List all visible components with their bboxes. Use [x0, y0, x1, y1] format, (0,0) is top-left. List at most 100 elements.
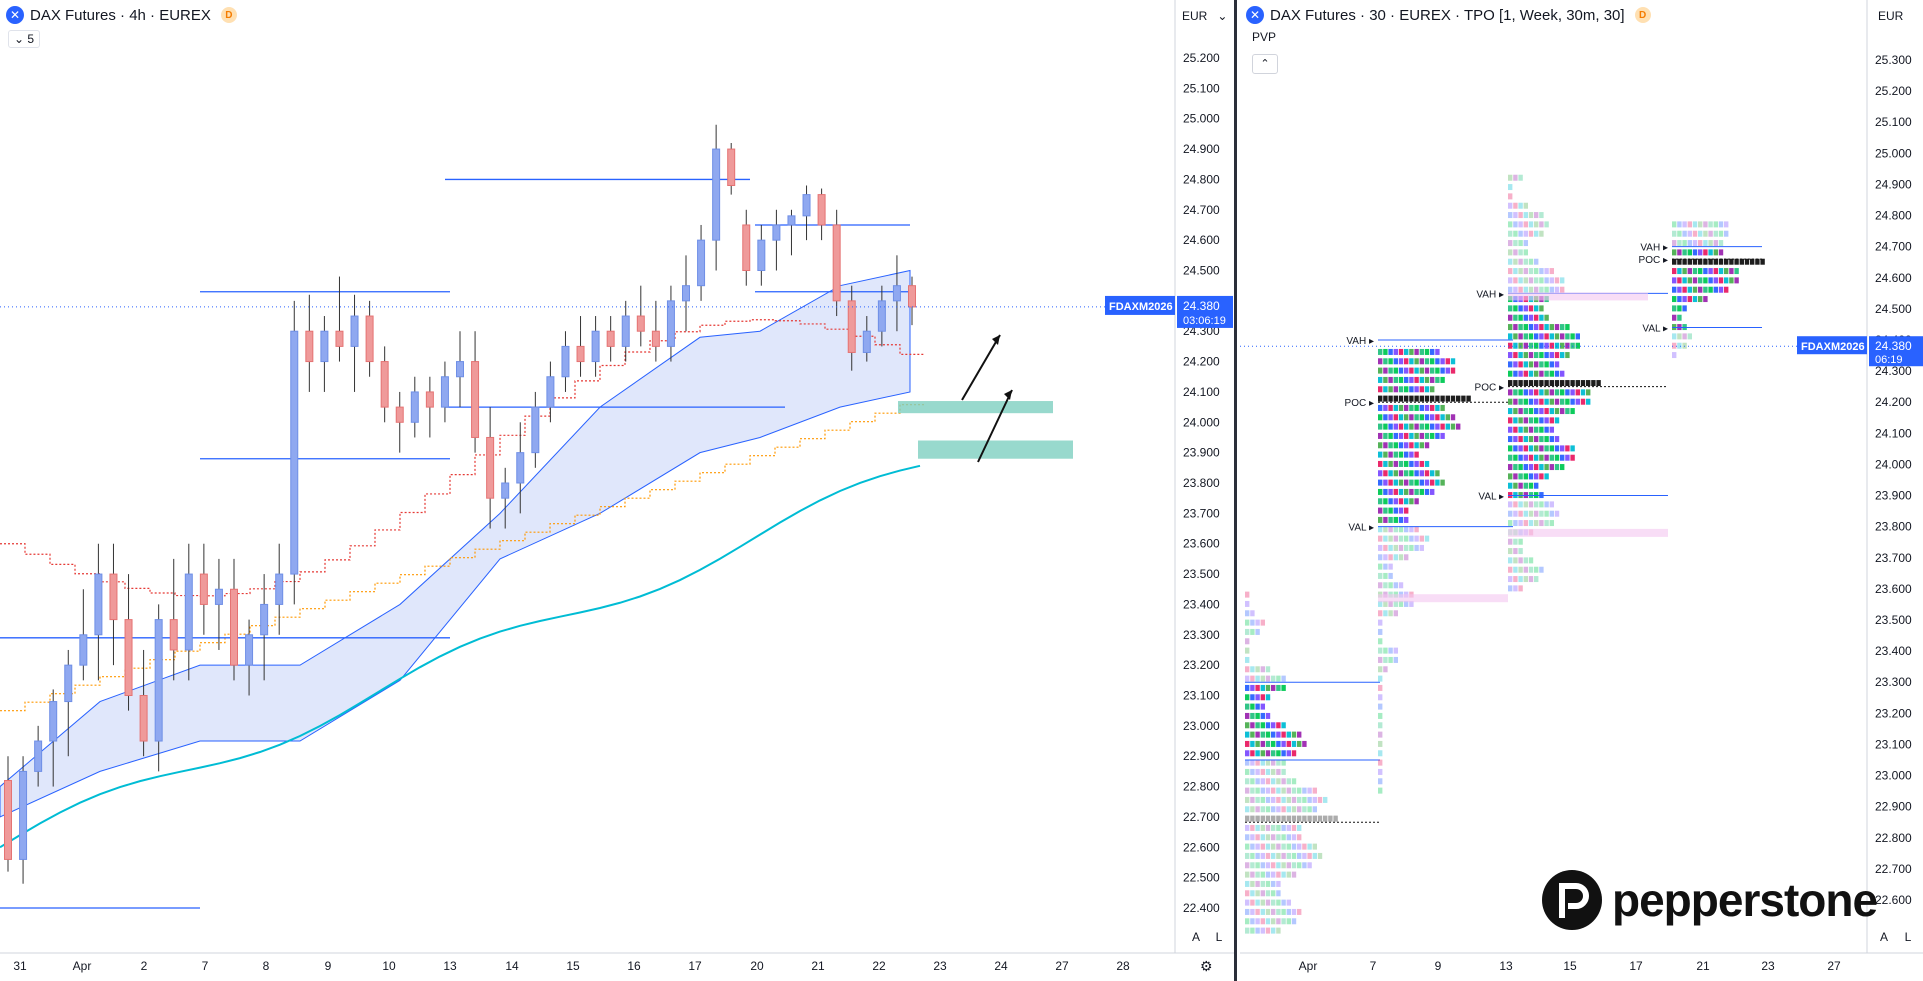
- tpo-block: [1708, 277, 1713, 284]
- tpo-block: [1682, 333, 1687, 340]
- indicator-toggle-button[interactable]: ⌄ 5: [8, 30, 41, 48]
- tpo-block: [1409, 498, 1414, 505]
- tpo-block: [1255, 908, 1260, 915]
- tpo-block: [1508, 221, 1513, 228]
- candle-body: [561, 345, 570, 378]
- tpo-block: [1307, 815, 1312, 822]
- tpo-block: [1404, 432, 1409, 439]
- tpo-block: [1554, 445, 1560, 452]
- tpo-block: [1245, 675, 1250, 682]
- tpo-block: [1383, 386, 1388, 393]
- tpo-block: [1260, 796, 1265, 803]
- tpo-block: [1414, 535, 1419, 542]
- auto-scale-button[interactable]: A: [1879, 930, 1888, 944]
- tpo-block: [1378, 507, 1383, 514]
- tpo-block: [1560, 389, 1565, 396]
- tpo-block: [1383, 451, 1388, 458]
- tpo-block: [1518, 464, 1523, 471]
- right-chart-pane[interactable]: VAH ▸ POC ▸ VAL ▸ VAH ▸ POC ▸ VAL ▸ VAH ▸ POC ▸…: [1240, 0, 1923, 981]
- time-axis-tick: 28: [1116, 959, 1130, 973]
- tpo-block: [1291, 796, 1297, 803]
- tpo-block: [1708, 268, 1713, 275]
- delayed-data-badge[interactable]: D: [1634, 7, 1651, 23]
- tpo-block: [1518, 398, 1523, 405]
- tpo-block: [1435, 395, 1440, 402]
- price-axis-tick: 24.000: [1183, 415, 1220, 429]
- tpo-block: [1539, 454, 1544, 461]
- tpo-block: [1245, 815, 1250, 822]
- tpo-block: [1435, 376, 1440, 383]
- settings-gear-icon[interactable]: ⚙: [1200, 958, 1213, 974]
- tpo-block: [1271, 899, 1276, 906]
- tpo-block: [1291, 862, 1297, 869]
- candle-body: [802, 194, 811, 217]
- candle-body: [591, 330, 600, 363]
- right-chart-title[interactable]: DAX Futures · 30 · EUREX · TPO [1, Week,…: [1270, 6, 1625, 24]
- tpo-block: [1378, 647, 1383, 654]
- tpo-block: [1575, 389, 1580, 396]
- chevron-up-icon: ⌃: [1260, 58, 1270, 70]
- tpo-block: [1271, 815, 1276, 822]
- price-axis-tick: 24.900: [1875, 177, 1912, 191]
- tpo-block: [1378, 488, 1383, 495]
- tpo-block: [1398, 479, 1404, 486]
- tpo-block: [1518, 454, 1523, 461]
- tpo-block: [1260, 843, 1265, 850]
- tpo-block: [1404, 376, 1409, 383]
- left-chart-pane[interactable]: 25.200 25.100 25.000 24.900 24.800 24.700 24.6…: [0, 0, 1237, 981]
- tpo-block: [1518, 408, 1523, 415]
- tpo-block: [1682, 305, 1687, 312]
- tpo-block: [1560, 342, 1565, 349]
- tpo-block: [1383, 526, 1388, 533]
- tpo-block: [1271, 908, 1276, 915]
- price-axis-tick: 23.100: [1875, 737, 1912, 751]
- currency-selector[interactable]: EUR: [1878, 9, 1903, 23]
- price-axis-tick: 24.700: [1183, 203, 1220, 217]
- tpo-block: [1528, 212, 1534, 219]
- candle-body: [742, 224, 751, 271]
- tpo-block: [1307, 787, 1312, 794]
- left-chart-canvas[interactable]: 25.200 25.100 25.000 24.900 24.800 24.700 24.6…: [0, 0, 1234, 981]
- right-chart-canvas[interactable]: VAH ▸POC ▸VAL ▸VAH ▸POC ▸VAL ▸VAH ▸POC ▸…: [1240, 0, 1923, 981]
- tpo-block: [1265, 750, 1271, 757]
- tpo-block: [1383, 572, 1388, 579]
- tpo-block: [1508, 510, 1513, 517]
- price-axis-tick: 22.800: [1875, 831, 1912, 845]
- tpo-block: [1297, 731, 1302, 738]
- tpo-block: [1549, 389, 1554, 396]
- tpo-block: [1435, 404, 1440, 411]
- tpo-block: [1528, 314, 1534, 321]
- tpo-block: [1508, 193, 1513, 200]
- tpo-block: [1307, 843, 1312, 850]
- candle-body: [456, 361, 464, 378]
- currency-selector[interactable]: EUR ⌄: [1182, 9, 1227, 23]
- tpo-block: [1687, 286, 1692, 293]
- log-scale-button[interactable]: L: [1215, 930, 1223, 944]
- tpo-block: [1718, 249, 1724, 256]
- tpo-block: [1378, 778, 1383, 785]
- collapse-button[interactable]: ⌃: [1252, 54, 1278, 74]
- tpo-block: [1687, 258, 1692, 265]
- tpo-block: [1513, 305, 1518, 312]
- tpo-block: [1378, 348, 1383, 355]
- tpo-block: [1383, 666, 1388, 673]
- left-chart-title[interactable]: DAX Futures · 4h · EUREX: [30, 6, 211, 24]
- tpo-block: [1383, 470, 1388, 477]
- tpo-block: [1518, 221, 1523, 228]
- tpo-block: [1281, 908, 1286, 915]
- tpo-block: [1508, 426, 1513, 433]
- tpo-block: [1744, 258, 1750, 265]
- log-scale-button[interactable]: L: [1904, 930, 1912, 944]
- tpo-block: [1513, 212, 1518, 219]
- tpo-block: [1281, 918, 1286, 925]
- tpo-block: [1393, 582, 1398, 589]
- delayed-data-badge[interactable]: D: [220, 7, 237, 23]
- tpo-block: [1245, 759, 1250, 766]
- tpo-block: [1276, 834, 1281, 841]
- tpo-block: [1297, 806, 1302, 813]
- tpo-block: [1419, 544, 1424, 551]
- price-axis-tick: 24.100: [1183, 385, 1220, 399]
- tpo-block: [1692, 286, 1698, 293]
- chevron-down-icon: ⌄: [14, 32, 28, 46]
- auto-scale-button[interactable]: A: [1191, 930, 1200, 944]
